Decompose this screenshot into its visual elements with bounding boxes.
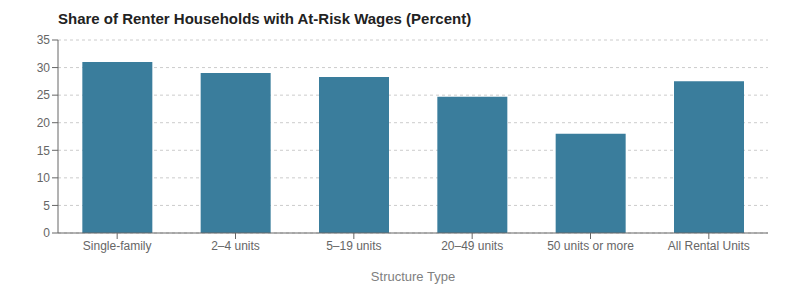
svg-text:5–19 units: 5–19 units (326, 239, 381, 253)
svg-text:20: 20 (37, 116, 51, 130)
html-text:Share of Renter Households wit: Share of Renter Households with At-Risk … (58, 10, 472, 27)
svg-text:Single-family: Single-family (83, 239, 152, 253)
svg-text:All Rental Units: All Rental Units (668, 239, 750, 253)
svg-text:0: 0 (43, 226, 50, 240)
svg-text:15: 15 (37, 144, 51, 158)
svg-text:20–49 units: 20–49 units (441, 239, 503, 253)
svg-text:35: 35 (37, 33, 51, 47)
svg-text:30: 30 (37, 61, 51, 75)
svg-text:5: 5 (43, 199, 50, 213)
svg-text:25: 25 (37, 88, 51, 102)
svg-text:10: 10 (37, 171, 51, 185)
svg-text:Structure Type: Structure Type (371, 269, 455, 284)
svg-text:2–4 units: 2–4 units (211, 239, 260, 253)
svg-text:50 units or more: 50 units or more (547, 239, 634, 253)
